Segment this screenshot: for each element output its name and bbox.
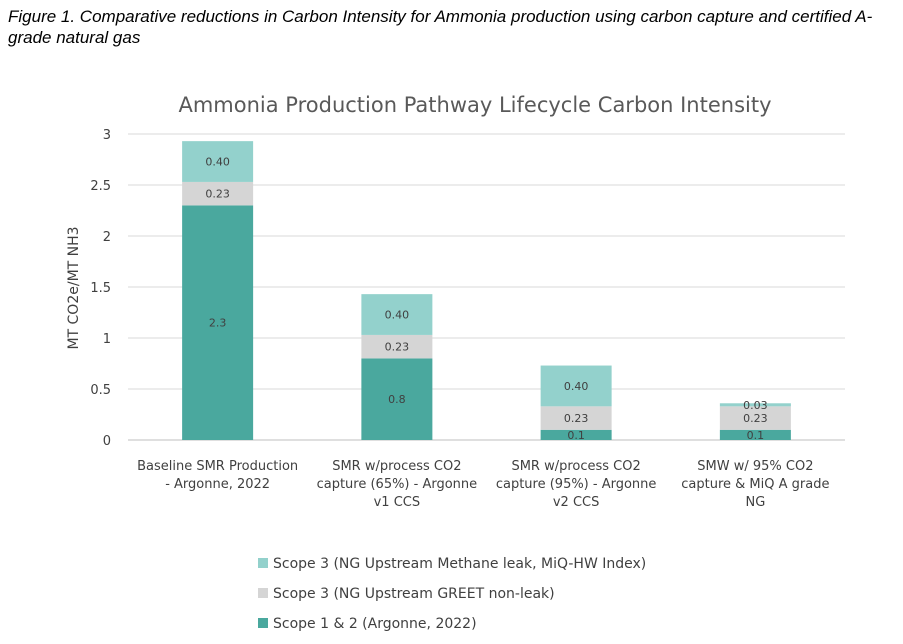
category-label: - Argonne, 2022 bbox=[165, 477, 270, 492]
legend: Scope 3 (NG Upstream Methane leak, MiQ-H… bbox=[258, 556, 646, 632]
y-axis-ticks: 0 0.5 1 1.5 2 2.5 3 bbox=[90, 128, 111, 449]
data-label: 0.1 bbox=[747, 429, 765, 442]
bar-segment bbox=[719, 429, 791, 440]
category-label: capture (65%) - Argonne bbox=[317, 477, 478, 492]
bar-segment bbox=[182, 141, 254, 182]
bar-segment bbox=[361, 358, 433, 440]
bar-segment bbox=[719, 406, 791, 430]
data-label: 0.03 bbox=[743, 399, 768, 412]
chart-title: Ammonia Production Pathway Lifecycle Car… bbox=[178, 93, 771, 117]
y-tick-label: 0.5 bbox=[90, 383, 111, 398]
bar-segment bbox=[719, 403, 791, 407]
category-label: v1 CCS bbox=[374, 495, 421, 510]
legend-swatch bbox=[258, 558, 268, 568]
y-tick-label: 1.5 bbox=[90, 281, 111, 296]
category-label: SMR w/process CO2 bbox=[511, 459, 640, 474]
data-label: 0.23 bbox=[564, 412, 589, 425]
legend-swatch bbox=[258, 588, 268, 598]
y-tick-label: 2.5 bbox=[90, 179, 111, 194]
category-label: v2 CCS bbox=[553, 495, 600, 510]
data-label: 0.40 bbox=[385, 309, 410, 322]
bar-segment bbox=[540, 429, 612, 440]
bar-segment bbox=[182, 205, 254, 440]
category-label: capture (95%) - Argonne bbox=[496, 477, 657, 492]
y-tick-label: 3 bbox=[103, 128, 111, 143]
data-label: 0.23 bbox=[743, 412, 768, 425]
legend-label: Scope 1 & 2 (Argonne, 2022) bbox=[273, 616, 477, 632]
data-label: 0.1 bbox=[567, 429, 585, 442]
data-label: 0.40 bbox=[564, 380, 589, 393]
data-label: 2.3 bbox=[209, 317, 227, 330]
bar-segment bbox=[182, 181, 254, 206]
data-label: 0.40 bbox=[205, 156, 230, 169]
bars: 2.3 0.23 0.40 0.8 0.23 0.40 0.1 0.23 0.40 0.1 0.23… bbox=[182, 141, 791, 442]
x-axis-categories: Baseline SMR Production - Argonne, 2022 SM… bbox=[137, 459, 829, 510]
category-label: NG bbox=[745, 495, 765, 510]
bar-segment bbox=[540, 365, 612, 407]
y-tick-label: 2 bbox=[103, 230, 111, 245]
legend-label: Scope 3 (NG Upstream GREET non-leak) bbox=[273, 586, 555, 602]
category-label: SMR w/process CO2 bbox=[332, 459, 461, 474]
data-label: 0.8 bbox=[388, 393, 406, 406]
y-axis-label: MT CO2e/MT NH3 bbox=[66, 226, 82, 349]
legend-swatch bbox=[258, 618, 268, 628]
category-label: SMW w/ 95% CO2 bbox=[697, 459, 813, 474]
category-label: capture & MiQ A grade bbox=[681, 477, 829, 492]
bar-segment bbox=[361, 294, 433, 335]
y-tick-label: 1 bbox=[103, 332, 111, 347]
figure-caption: Figure 1. Comparative reductions in Carb… bbox=[8, 7, 873, 47]
bar-segment bbox=[540, 406, 612, 430]
y-tick-label: 0 bbox=[103, 434, 111, 449]
bar-segment bbox=[361, 334, 433, 359]
data-label: 0.23 bbox=[205, 188, 230, 201]
legend-label: Scope 3 (NG Upstream Methane leak, MiQ-H… bbox=[273, 556, 646, 572]
category-label: Baseline SMR Production bbox=[137, 459, 298, 474]
data-label: 0.23 bbox=[385, 341, 410, 354]
